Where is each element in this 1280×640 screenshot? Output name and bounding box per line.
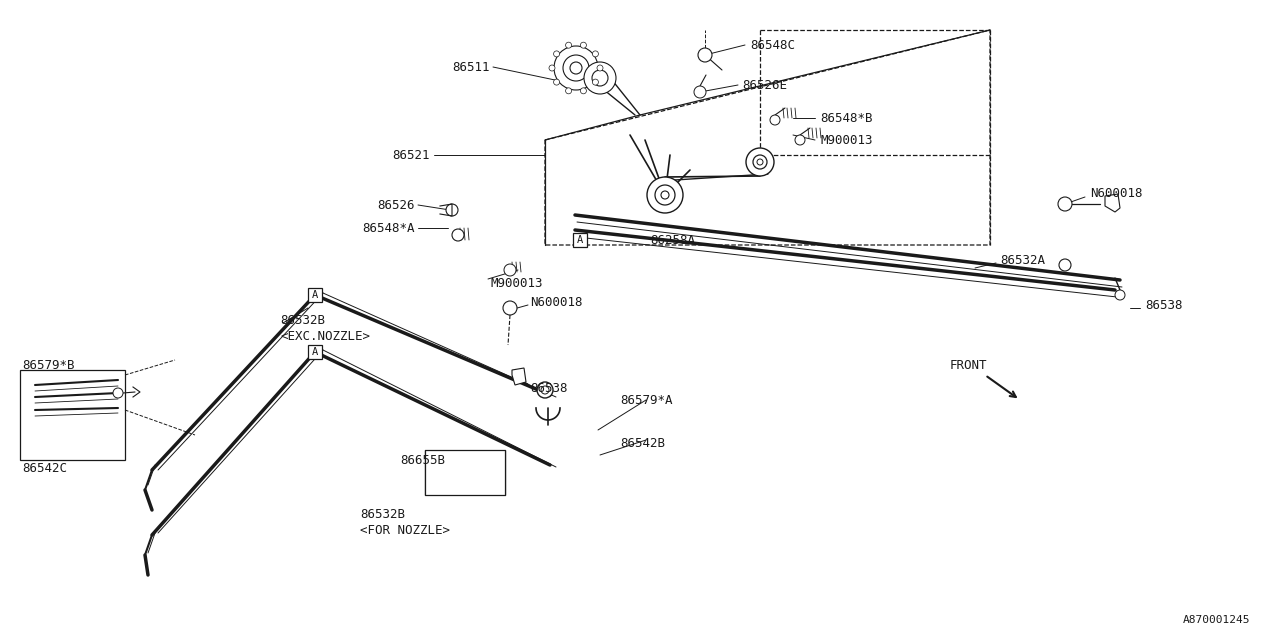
Circle shape <box>566 42 572 48</box>
Circle shape <box>660 191 669 199</box>
Text: A870001245: A870001245 <box>1183 615 1251 625</box>
Circle shape <box>566 88 572 94</box>
Circle shape <box>596 65 603 71</box>
Text: 86579*B: 86579*B <box>22 358 74 371</box>
Circle shape <box>580 88 586 94</box>
Polygon shape <box>512 368 526 385</box>
Text: FRONT: FRONT <box>950 359 987 372</box>
Text: 86542C: 86542C <box>22 461 67 474</box>
Circle shape <box>694 86 707 98</box>
Circle shape <box>504 264 516 276</box>
Text: 86532B: 86532B <box>360 509 404 522</box>
Circle shape <box>1059 197 1073 211</box>
Circle shape <box>646 177 684 213</box>
Circle shape <box>553 51 559 57</box>
Circle shape <box>593 79 599 85</box>
Circle shape <box>584 62 616 94</box>
Text: 86538: 86538 <box>530 381 567 394</box>
Circle shape <box>445 204 458 216</box>
Circle shape <box>452 229 465 241</box>
Circle shape <box>655 185 675 205</box>
Circle shape <box>553 79 559 85</box>
Circle shape <box>503 301 517 315</box>
Circle shape <box>795 135 805 145</box>
Text: 86532A: 86532A <box>1000 253 1044 266</box>
Bar <box>573 233 588 247</box>
Text: 86511: 86511 <box>453 61 490 74</box>
Circle shape <box>554 46 598 90</box>
Text: 86532B: 86532B <box>280 314 325 326</box>
Circle shape <box>698 48 712 62</box>
Text: A: A <box>577 235 584 245</box>
Circle shape <box>549 65 556 71</box>
Circle shape <box>113 388 123 398</box>
Bar <box>425 450 506 495</box>
Text: 86548*A: 86548*A <box>362 221 415 234</box>
Text: A: A <box>312 347 319 357</box>
Text: 86655B: 86655B <box>401 454 445 467</box>
Circle shape <box>593 70 608 86</box>
Text: <EXC.NOZZLE>: <EXC.NOZZLE> <box>280 330 370 342</box>
Circle shape <box>753 155 767 169</box>
Circle shape <box>593 51 599 57</box>
Circle shape <box>771 115 780 125</box>
Bar <box>308 345 323 359</box>
Circle shape <box>756 159 763 165</box>
Circle shape <box>1059 259 1071 271</box>
Circle shape <box>541 386 549 394</box>
Text: 86548*B: 86548*B <box>820 111 873 125</box>
Circle shape <box>538 382 553 398</box>
Text: 86579*A: 86579*A <box>620 394 672 406</box>
Text: 86521: 86521 <box>393 148 430 161</box>
Text: N600018: N600018 <box>530 296 582 308</box>
Text: N600018: N600018 <box>1091 186 1143 200</box>
Text: 86542B: 86542B <box>620 436 666 449</box>
Circle shape <box>570 62 582 74</box>
Circle shape <box>746 148 774 176</box>
Text: 86526: 86526 <box>378 198 415 211</box>
Text: <FOR NOZZLE>: <FOR NOZZLE> <box>360 525 451 538</box>
Text: M900013: M900013 <box>820 134 873 147</box>
Circle shape <box>580 42 586 48</box>
Text: 86548C: 86548C <box>750 38 795 51</box>
Text: 86538: 86538 <box>1146 298 1183 312</box>
Bar <box>308 288 323 302</box>
Text: 86526E: 86526E <box>742 79 787 92</box>
Text: A: A <box>312 290 319 300</box>
Bar <box>20 370 125 460</box>
Text: 86258A: 86258A <box>650 234 695 246</box>
Circle shape <box>563 55 589 81</box>
Polygon shape <box>1105 194 1120 212</box>
Circle shape <box>1115 290 1125 300</box>
Text: M900013: M900013 <box>490 276 543 289</box>
